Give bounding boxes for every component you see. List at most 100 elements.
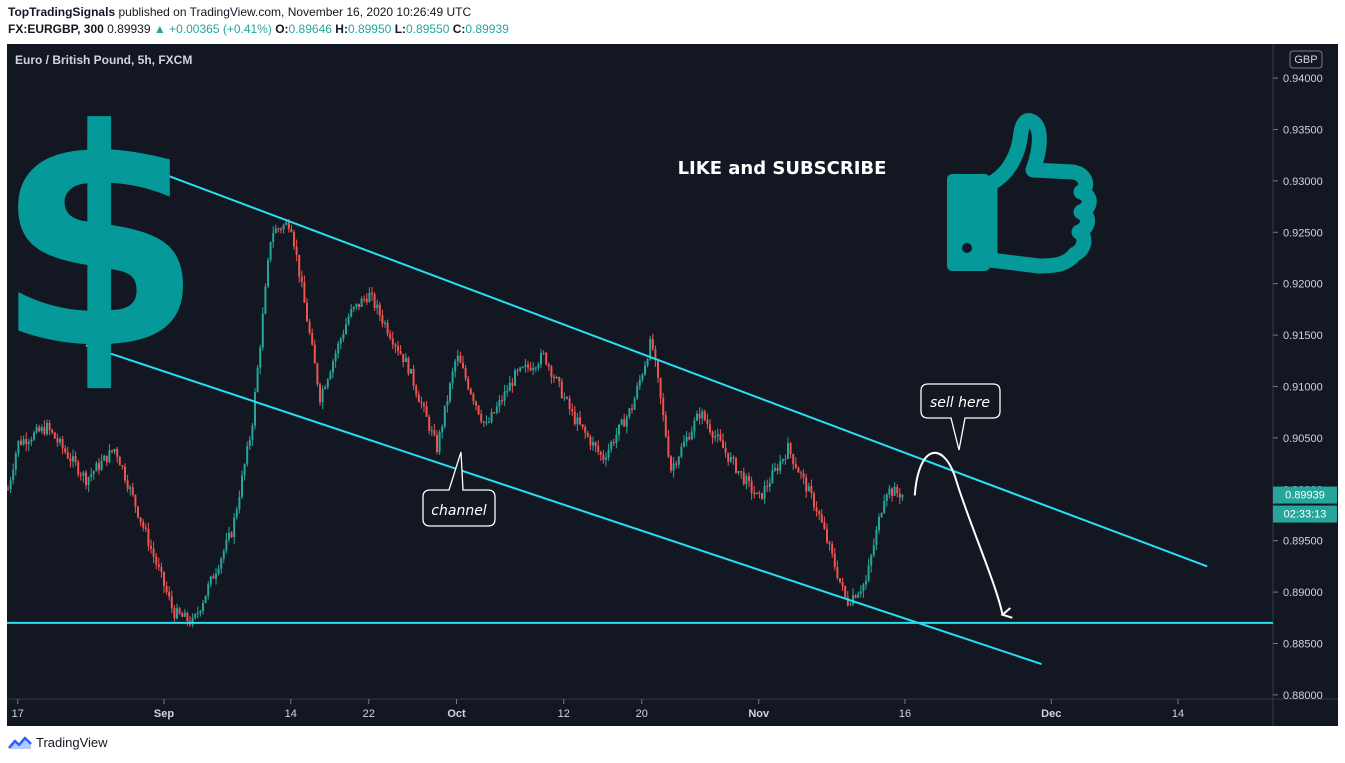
candle-body: [675, 463, 678, 465]
candle-body: [397, 346, 399, 352]
candle-body: [620, 419, 623, 425]
candle-body: [636, 385, 639, 399]
candle-body: [116, 448, 119, 457]
trendline-upper[interactable]: [153, 169, 1208, 568]
candle-body: [485, 422, 488, 424]
time-tick-label: 12: [558, 708, 570, 720]
candle-body: [755, 492, 758, 495]
candle-body: [852, 595, 854, 605]
candle-body: [618, 424, 620, 435]
candle-body: [85, 472, 87, 486]
candle-body: [121, 465, 124, 467]
candle-body: [859, 591, 862, 594]
candle-body: [771, 470, 774, 484]
candle-body: [885, 494, 888, 501]
candle-body: [98, 463, 100, 470]
candle-body: [217, 568, 220, 574]
candle-body: [126, 480, 129, 489]
candle-body: [901, 494, 904, 498]
candle-body: [495, 406, 498, 413]
price-axis[interactable]: 0.94000 0.93500 0.93000 0.92500 0.92000 0.915…: [1273, 73, 1323, 702]
candle-body: [558, 377, 561, 382]
candle-body: [568, 398, 571, 409]
thumbs-up-icon: [947, 113, 1097, 274]
candle-body: [836, 567, 839, 579]
candle-body: [14, 453, 17, 470]
candle-body: [17, 440, 20, 454]
candle-body: [490, 412, 493, 422]
candle-body: [74, 456, 77, 463]
candle-body: [417, 394, 420, 403]
price-tick-label: 0.89000: [1283, 587, 1323, 599]
candle-body: [376, 304, 379, 309]
candle-body: [342, 333, 345, 339]
candle-body: [35, 427, 38, 433]
candle-body: [25, 439, 28, 445]
candle-body: [415, 385, 418, 395]
price-tick-label: 0.91000: [1283, 381, 1323, 393]
time-axis[interactable]: 17 Sep 14 22 Oct 12 20 Nov 16 Dec 14: [12, 699, 1185, 720]
publish-line: TopTradingSignals published on TradingVi…: [8, 4, 509, 21]
candle-body: [571, 408, 574, 412]
candle-body: [818, 511, 821, 515]
candle-body: [87, 476, 90, 486]
candle-body: [308, 321, 311, 334]
candle-body: [763, 485, 766, 499]
candle-body: [334, 353, 337, 362]
candle-body: [365, 298, 368, 302]
candle-body: [735, 458, 737, 473]
price-chart[interactable]: 0.94000 0.93500 0.93000 0.92500 0.92000 0.915…: [7, 44, 1338, 726]
dollar-sign-icon: $: [7, 66, 203, 415]
candle-body: [732, 456, 735, 459]
candle-body: [428, 416, 431, 431]
tradingview-brand[interactable]: TradingView: [36, 735, 108, 750]
candle-body: [337, 343, 340, 354]
candle-body: [241, 475, 243, 497]
candle-body: [727, 452, 730, 462]
last-price-tag: 0.89939 02:33:13: [1273, 486, 1337, 523]
candle-body: [165, 585, 168, 592]
author-name[interactable]: TopTradingSignals: [8, 5, 116, 19]
candle-body: [306, 302, 308, 322]
candle-body: [256, 367, 259, 393]
price-tick-label: 0.89500: [1283, 536, 1323, 548]
candle-body: [199, 611, 202, 614]
candle-body: [378, 304, 381, 316]
candle-body: [66, 452, 69, 459]
candle-body: [893, 486, 896, 496]
candle-body: [420, 402, 423, 404]
candle-body: [696, 413, 698, 421]
candle-body: [95, 463, 98, 472]
price-change: ▲ +0.00365 (+0.41%): [153, 22, 272, 36]
candle-body: [594, 442, 597, 447]
candle-body: [176, 608, 178, 619]
time-tick-label: 14: [285, 708, 297, 720]
candle-body: [896, 486, 899, 494]
candle-body: [56, 438, 59, 443]
candle-body: [857, 593, 860, 598]
chart-frame[interactable]: 0.94000 0.93500 0.93000 0.92500 0.92000 0.915…: [7, 44, 1338, 726]
candle-body: [113, 448, 116, 452]
candle-body: [12, 469, 15, 481]
candle-body: [371, 292, 373, 295]
candle-body: [576, 417, 579, 425]
candle-body: [592, 442, 594, 446]
projection-arrow: [913, 451, 1003, 615]
candle-body: [537, 364, 540, 368]
chart-header: TopTradingSignals published on TradingVi…: [8, 4, 509, 38]
candle-body: [124, 466, 126, 481]
candle-body: [482, 421, 485, 423]
candle-body: [514, 370, 516, 386]
candle-body: [498, 400, 501, 407]
candle-body: [698, 413, 701, 419]
candle-body: [423, 403, 425, 407]
trendline-lower[interactable]: [85, 344, 1042, 665]
channel-callout: channel: [422, 451, 496, 527]
candle-body: [709, 424, 711, 433]
candle-body: [800, 472, 802, 474]
candle-body: [631, 408, 633, 410]
candle-body: [287, 222, 290, 230]
sell-here-label: sell here: [930, 395, 990, 411]
candle-body: [313, 344, 316, 364]
candle-body: [898, 493, 901, 498]
